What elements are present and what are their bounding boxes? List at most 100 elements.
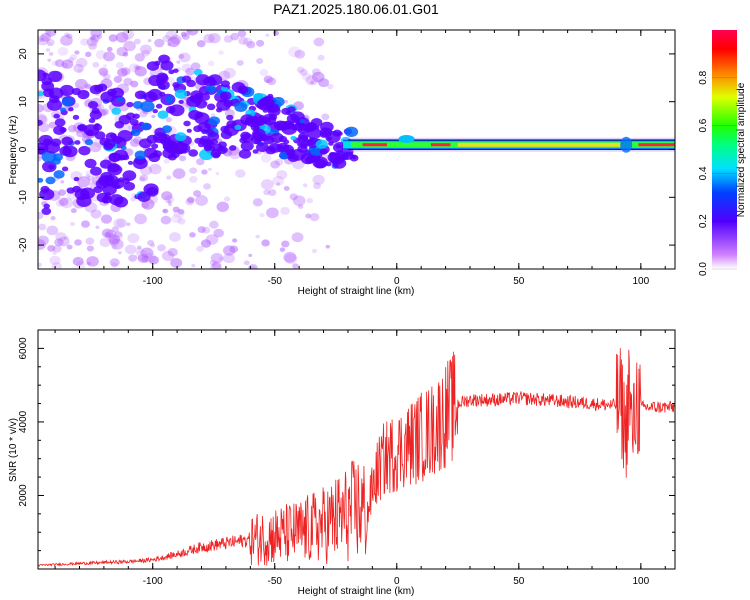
spectrogram-noise-blob: [151, 114, 156, 119]
spectrogram-noise-blob: [276, 182, 281, 186]
spectrogram-ridge-blob: [62, 145, 78, 158]
spectrogram-noise-blob: [172, 168, 186, 179]
spectrogram-ridge-blob: [253, 93, 262, 100]
spectrogram-ridge-blob: [122, 170, 137, 181]
spectrogram-ridge-blob: [59, 127, 67, 133]
spectrogram-x-tick-label: 0: [394, 276, 400, 287]
spectrogram-noise-blob: [90, 209, 102, 219]
colorbar-tick-label: 0.4: [698, 166, 709, 180]
spectrogram-plot-area: [38, 30, 675, 269]
spectrogram-noise-blob: [81, 220, 90, 228]
spectrogram-noise-blob: [77, 68, 83, 73]
spectrogram-noise-blob: [74, 50, 80, 55]
spectrogram-ridge-blob: [161, 125, 172, 133]
spectrogram-noise-blob: [223, 35, 233, 43]
spectrogram-ridge-blob: [47, 70, 63, 82]
spectrogram-noise-blob: [265, 79, 270, 83]
spectrogram-ridge-blob: [107, 88, 118, 97]
spectrogram-noise-blob: [189, 232, 196, 238]
spectrogram-noise-blob: [189, 175, 198, 183]
spectrogram-x-tick-label: -100: [143, 276, 163, 287]
spectrogram-ridge-blob: [276, 120, 290, 131]
spectrogram-noise-blob: [47, 42, 53, 47]
spectrogram-noise-blob: [177, 218, 186, 225]
spectrogram-noise-blob: [305, 213, 312, 219]
spectrogram-ridge-blob: [143, 147, 158, 159]
spectrogram-noise-blob: [100, 214, 113, 224]
spectrogram-ridge-blob: [319, 131, 329, 138]
spectrogram-noise-blob: [178, 53, 185, 59]
spectrogram-noise-blob: [167, 43, 172, 47]
spectrogram-noise-blob: [263, 75, 273, 84]
spectrogram-ridge-blob: [219, 91, 232, 101]
spectrogram-noise-blob: [180, 31, 188, 37]
spectrogram-noise-blob: [222, 253, 235, 264]
spectrogram-x-tick-label: 50: [513, 276, 525, 287]
spectrogram-noise-blob: [211, 261, 222, 269]
spectrogram-noise-blob: [215, 171, 220, 176]
spectrogram-ridge-blob: [87, 101, 99, 109]
spectrogram-noise-blob: [58, 189, 67, 196]
spectrogram-noise-blob: [256, 39, 265, 47]
spectrogram-noise-blob: [90, 30, 103, 38]
spectrogram-noise-blob: [115, 218, 128, 228]
spectrogram-ridge-blob: [48, 164, 55, 170]
spectrogram-noise-blob: [86, 256, 99, 267]
spectrogram-noise-blob: [51, 261, 62, 269]
spectrogram-noise-blob: [171, 214, 182, 224]
spectrogram-ridge-blob: [199, 148, 214, 161]
spectrogram-noise-blob: [306, 197, 314, 204]
spectrogram-noise-blob: [301, 72, 312, 81]
spectrogram-noise-blob: [259, 69, 269, 77]
spectrogram-noise-blob: [263, 189, 271, 196]
spectrogram-noise-blob: [141, 201, 150, 209]
spectrogram-noise-blob: [75, 57, 88, 68]
spectrogram-noise-blob: [73, 63, 85, 73]
spectrogram-noise-blob: [48, 52, 54, 56]
spectrogram-ridge-blob: [59, 84, 75, 97]
spectrogram-ridge-blob: [103, 142, 114, 151]
spectrogram-noise-blob: [77, 176, 91, 188]
spectrogram-noise-blob: [191, 263, 196, 268]
spectrogram-noise-blob: [47, 58, 52, 62]
spectrogram-noise-blob: [302, 183, 308, 188]
spectrogram-noise-blob: [296, 66, 305, 73]
spectrogram-ridge-blob: [252, 149, 259, 154]
spectrogram-ridge-blob: [283, 139, 290, 145]
spectrogram-noise-blob: [325, 244, 331, 249]
spectrogram-noise-blob: [96, 34, 103, 39]
spectrogram-noise-blob: [170, 257, 183, 268]
spectrogram-noise-blob: [38, 155, 42, 162]
spectrogram-band-peak: [362, 143, 388, 147]
spectrogram-ridge-blob: [84, 138, 94, 146]
colorbar-tick-label: 0.6: [698, 118, 709, 132]
spectrogram-noise-blob: [46, 31, 52, 35]
spectrogram-ridge-blob: [77, 124, 85, 131]
spectrogram-noise-blob: [86, 37, 98, 47]
spectrogram-y-axis-label: Frequency (Hz): [8, 116, 19, 185]
spectrogram-noise-blob: [237, 30, 247, 38]
spectrogram-noise-blob: [178, 52, 191, 63]
spectrogram-noise-blob: [45, 48, 51, 52]
spectrogram-noise-blob: [218, 256, 224, 262]
spectrogram-ridge-blob: [165, 143, 179, 154]
spectrogram-noise-blob: [294, 49, 306, 59]
spectrogram-noise-blob: [179, 155, 187, 162]
spectrogram-ridge-blob: [276, 142, 290, 154]
spectrogram-noise-blob: [63, 235, 69, 240]
spectrogram-ridge-blob: [41, 207, 52, 215]
spectrogram-ridge-blob: [203, 144, 213, 152]
spectrogram-ridge-blob: [123, 181, 136, 191]
spectrogram-ridge-blob: [310, 118, 323, 127]
spectrogram-ridge-blob: [73, 176, 80, 182]
spectrogram-noise-blob: [311, 71, 325, 83]
spectrogram-noise-blob: [163, 158, 170, 164]
spectrogram-ridge-blob: [158, 84, 166, 90]
colorbar-axis: 0.0 0.2 0.4 0.6 0.8: [698, 70, 737, 276]
spectrogram-ridge-blob: [134, 150, 147, 160]
spectrogram-noise-blob: [292, 195, 306, 207]
spectrogram-ridge-blob: [116, 96, 124, 103]
spectrogram-noise-blob: [136, 245, 142, 250]
spectrogram-noise-blob: [193, 190, 202, 197]
spectrogram-noise-blob: [129, 138, 140, 148]
